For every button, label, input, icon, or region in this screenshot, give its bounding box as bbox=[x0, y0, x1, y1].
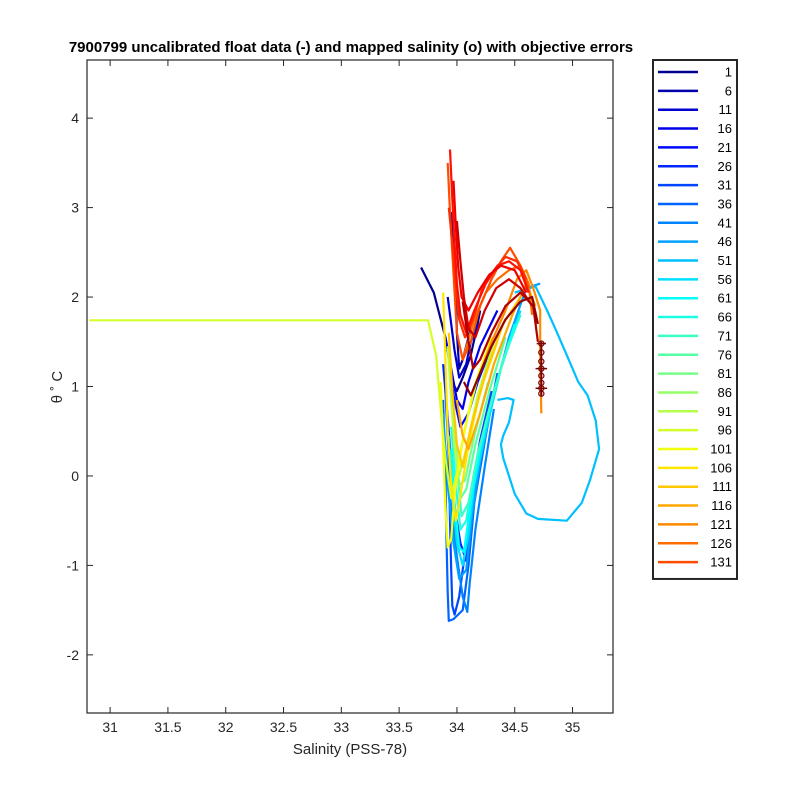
legend-label: 126 bbox=[710, 536, 732, 551]
legend-label: 31 bbox=[718, 178, 732, 193]
x-tick-label: 31 bbox=[102, 719, 118, 735]
legend-label: 116 bbox=[711, 498, 732, 513]
y-tick-label: 2 bbox=[71, 289, 79, 305]
y-tick-label: -1 bbox=[67, 557, 80, 573]
legend-label: 6 bbox=[725, 83, 732, 98]
series-line-51 bbox=[497, 285, 601, 522]
legend: 1611162126313641465156616671768186919610… bbox=[652, 59, 738, 580]
series-line-126 bbox=[461, 264, 534, 361]
y-axis: -2 -1 0 1 2 3 4 bbox=[67, 110, 613, 663]
legend-label: 91 bbox=[718, 404, 732, 419]
legend-label: 131 bbox=[710, 555, 732, 570]
x-tick-label: 35 bbox=[565, 719, 581, 735]
x-tick-label: 34 bbox=[449, 719, 465, 735]
legend-label: 61 bbox=[718, 291, 732, 306]
series-line-extra-3 bbox=[452, 180, 528, 312]
plot-area bbox=[86, 59, 614, 714]
y-axis-label: θ ˚ C bbox=[49, 371, 66, 404]
legend-label: 41 bbox=[718, 215, 732, 230]
chart-title: 7900799 uncalibrated float data (-) and … bbox=[69, 39, 633, 56]
legend-label: 96 bbox=[718, 423, 732, 438]
x-tick-label: 31.5 bbox=[154, 719, 181, 735]
legend-label: 66 bbox=[718, 310, 732, 325]
series-line-91 bbox=[446, 341, 495, 478]
y-tick-label: -2 bbox=[67, 647, 80, 663]
series-line-extra-5 bbox=[461, 291, 539, 370]
legend-label: 36 bbox=[718, 196, 732, 211]
series-line-extra-2 bbox=[448, 149, 530, 334]
series-line-extra-1 bbox=[447, 207, 528, 339]
legend-label: 56 bbox=[718, 272, 732, 287]
legend-label: 121 bbox=[710, 517, 732, 532]
legend-label: 1 bbox=[725, 65, 732, 80]
x-tick-label: 32.5 bbox=[270, 719, 297, 735]
legend-label: 16 bbox=[718, 121, 732, 136]
legend-label: 76 bbox=[718, 347, 732, 362]
series-line-101 bbox=[439, 336, 493, 549]
y-tick-label: 1 bbox=[71, 379, 79, 395]
x-tick-label: 33 bbox=[334, 719, 350, 735]
x-tick-label: 32 bbox=[218, 719, 234, 735]
series-group bbox=[89, 149, 601, 622]
legend-label: 46 bbox=[718, 234, 732, 249]
y-tick-label: 3 bbox=[71, 200, 79, 216]
series-line-extra-6 bbox=[462, 295, 539, 397]
legend-label: 11 bbox=[719, 102, 733, 117]
legend-label: 86 bbox=[718, 385, 732, 400]
x-axis: 31 31.5 32 32.5 33 33.5 34 34.5 35 bbox=[102, 60, 581, 735]
y-tick-label: 4 bbox=[71, 110, 79, 126]
series-line-121 bbox=[479, 269, 543, 414]
legend-label: 111 bbox=[712, 479, 732, 494]
x-axis-label: Salinity (PSS-78) bbox=[293, 741, 407, 758]
legend-label: 51 bbox=[718, 253, 732, 268]
y-tick-label: 0 bbox=[71, 468, 79, 484]
plot-background bbox=[87, 60, 613, 713]
legend-label: 106 bbox=[710, 460, 732, 475]
legend-label: 21 bbox=[718, 140, 732, 155]
legend-label: 101 bbox=[710, 442, 732, 457]
legend-label: 71 bbox=[718, 328, 732, 343]
legend-label: 26 bbox=[718, 159, 732, 174]
legend-label: 81 bbox=[718, 366, 732, 381]
x-tick-label: 34.5 bbox=[501, 719, 528, 735]
x-tick-label: 33.5 bbox=[386, 719, 413, 735]
series-line-extra-4 bbox=[455, 220, 534, 339]
